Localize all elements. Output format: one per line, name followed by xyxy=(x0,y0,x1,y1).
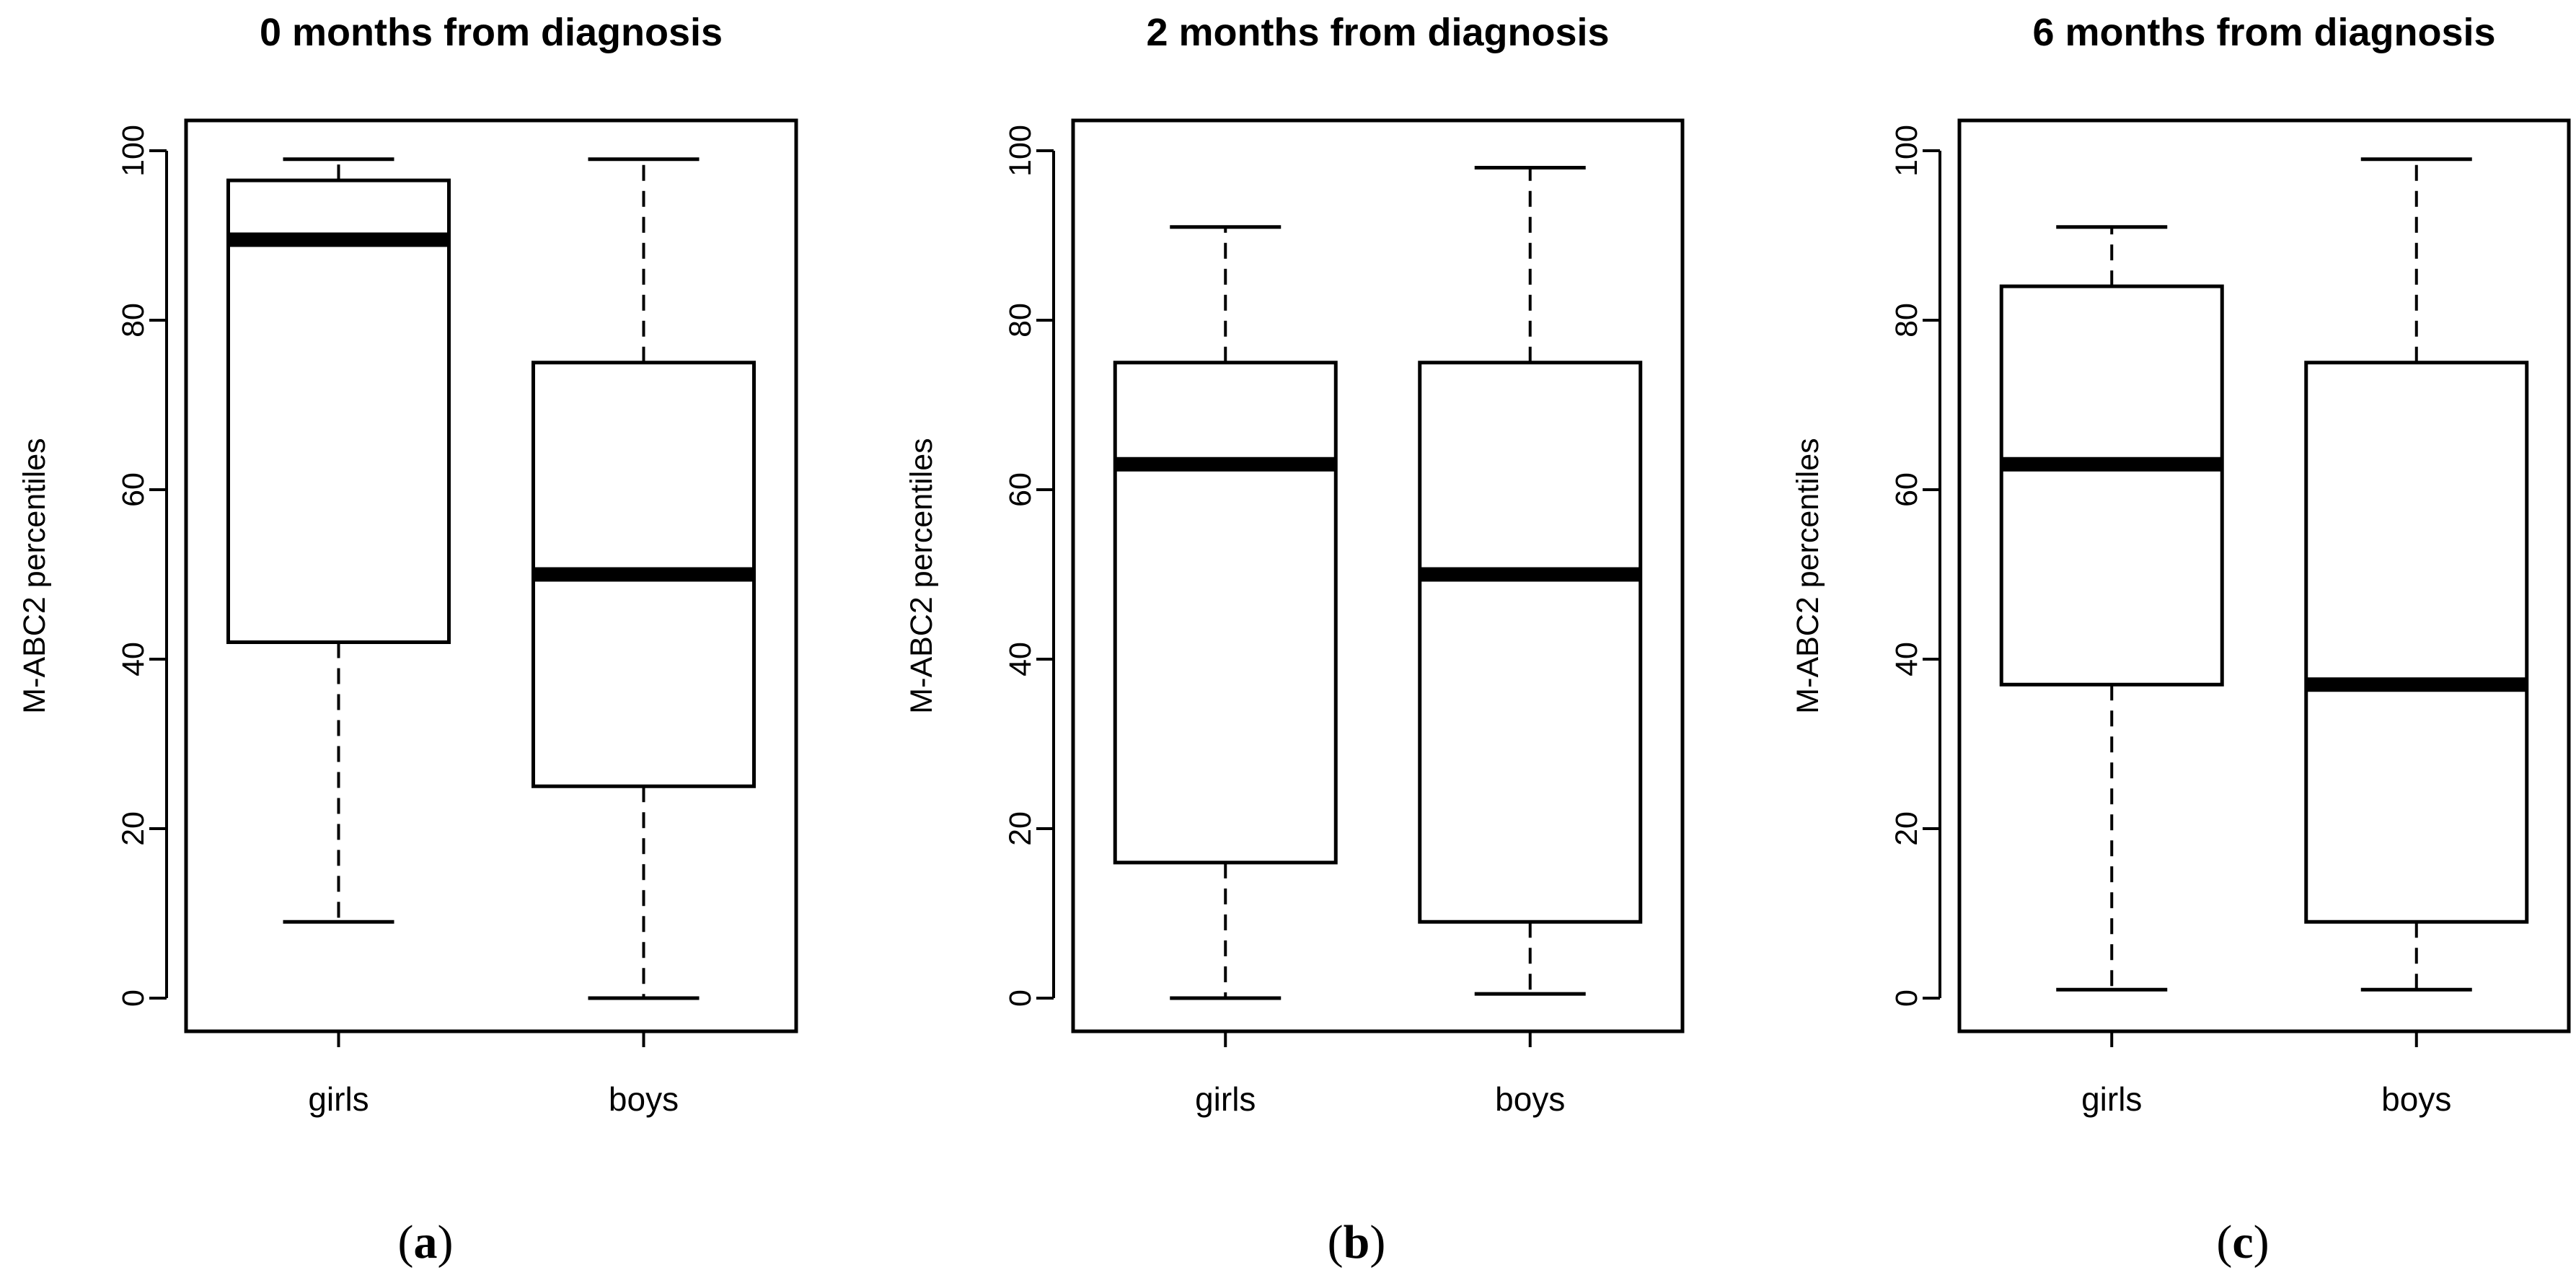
panel-c: 6 months from diagnosis 0 20 40 60 80 100 M-ABC… xyxy=(1791,11,2571,1269)
x-category-label-girls: girls xyxy=(2081,1080,2142,1118)
y-tick-label: 80 xyxy=(1003,303,1038,338)
box-girls xyxy=(1999,225,2224,992)
box-boys xyxy=(531,157,756,1000)
caption-open-paren: ( xyxy=(2216,1216,2232,1269)
panel-title: 2 months from diagnosis xyxy=(1146,11,1609,54)
panel-title: 6 months from diagnosis xyxy=(2032,11,2495,54)
caption-close-paren: ) xyxy=(2254,1216,2270,1269)
y-tick-label: 0 xyxy=(1003,989,1038,1007)
iqr-box xyxy=(2304,361,2529,924)
box-boys xyxy=(2304,157,2529,992)
y-tick-label: 20 xyxy=(1003,811,1038,846)
iqr-box xyxy=(226,178,451,644)
y-axis-title: M-ABC2 percentiles xyxy=(1791,438,1825,713)
panel-caption: (a) xyxy=(398,1216,454,1269)
y-tick-label: 40 xyxy=(116,642,151,676)
y-tick-label: 0 xyxy=(116,989,151,1007)
x-category-label-boys: boys xyxy=(2381,1080,2451,1118)
iqr-box xyxy=(1999,284,2224,687)
panel-caption: (c) xyxy=(2216,1216,2269,1269)
plot-frame xyxy=(184,118,798,1033)
panel-title: 0 months from diagnosis xyxy=(260,11,723,54)
y-tick-label: 100 xyxy=(1003,125,1038,177)
y-tick-label: 80 xyxy=(116,303,151,338)
y-tick-label: 60 xyxy=(116,472,151,507)
y-axis-title: M-ABC2 percentiles xyxy=(17,438,52,713)
caption-letter: a xyxy=(414,1216,438,1269)
plot-frame xyxy=(1957,118,2571,1033)
y-tick-label: 100 xyxy=(1889,125,1924,177)
y-tick-label: 60 xyxy=(1889,472,1924,507)
iqr-box xyxy=(1113,361,1338,865)
y-tick-label: 20 xyxy=(1889,811,1924,846)
panel-b: 2 months from diagnosis 0 20 40 60 80 100 M-ABC… xyxy=(904,11,1685,1269)
caption-close-paren: ) xyxy=(1369,1216,1385,1269)
caption-letter: c xyxy=(2232,1216,2253,1269)
y-tick-label: 80 xyxy=(1889,303,1924,338)
x-category-label-boys: boys xyxy=(609,1080,679,1118)
caption-close-paren: ) xyxy=(438,1216,454,1269)
x-category-label-boys: boys xyxy=(1495,1080,1565,1118)
plot-frame xyxy=(1071,118,1685,1033)
y-tick-label: 0 xyxy=(1889,989,1924,1007)
y-tick-label: 40 xyxy=(1889,642,1924,676)
y-tick-label: 100 xyxy=(116,125,151,177)
x-category-label-girls: girls xyxy=(1195,1080,1256,1118)
y-tick-label: 20 xyxy=(116,811,151,846)
iqr-box xyxy=(1418,361,1643,924)
x-category-label-girls: girls xyxy=(308,1080,369,1118)
y-tick-label: 60 xyxy=(1003,472,1038,507)
y-axis-title: M-ABC2 percentiles xyxy=(904,438,939,713)
caption-letter: b xyxy=(1344,1216,1370,1269)
caption-open-paren: ( xyxy=(398,1216,414,1269)
box-girls xyxy=(226,157,451,924)
y-tick-label: 40 xyxy=(1003,642,1038,676)
panel-caption: (b) xyxy=(1328,1216,1386,1269)
caption-open-paren: ( xyxy=(1328,1216,1344,1269)
box-boys xyxy=(1418,166,1643,996)
panel-a: 0 months from diagnosis 0 20 40 60 80 100 M-ABC… xyxy=(17,11,798,1269)
box-girls xyxy=(1113,225,1338,1000)
